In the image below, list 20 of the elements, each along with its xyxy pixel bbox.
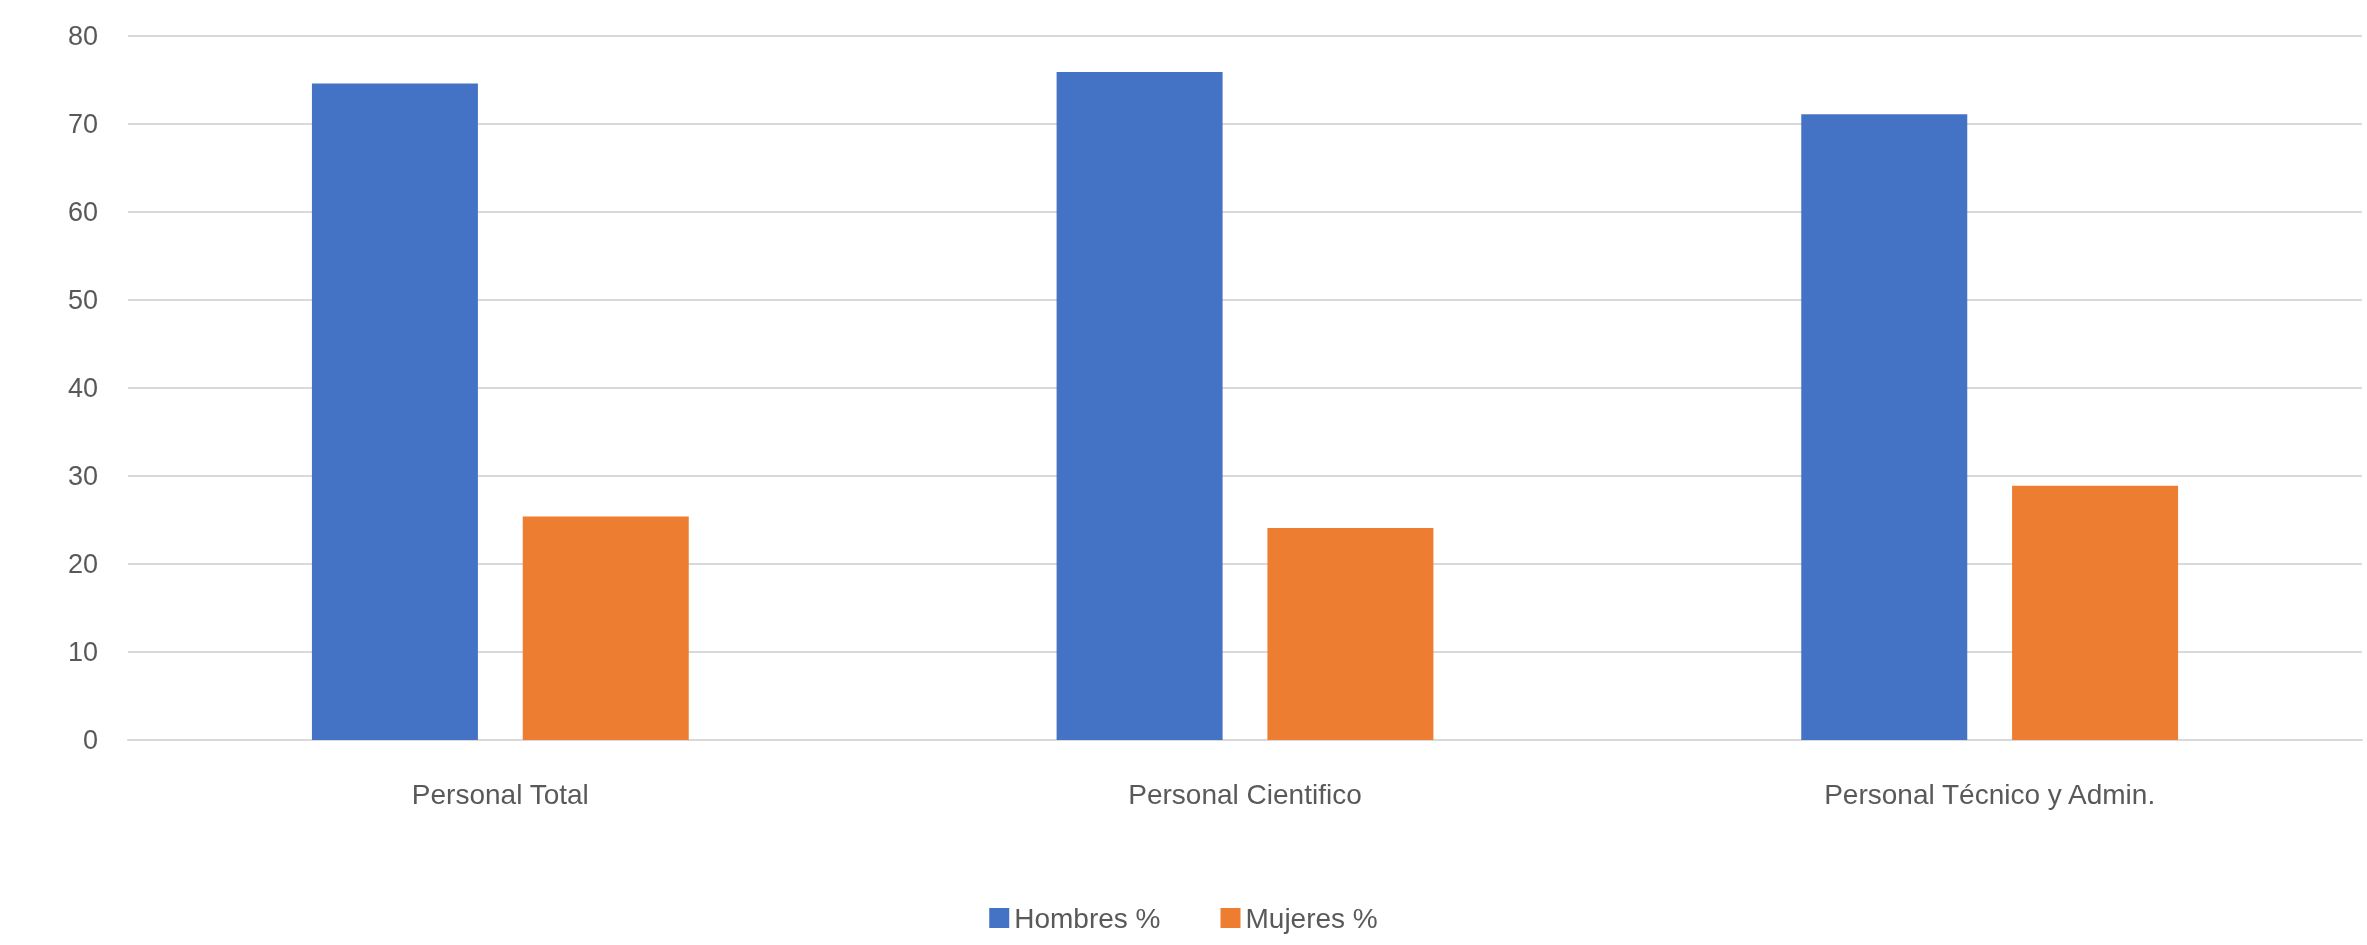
bar [311, 83, 478, 740]
y-tick-label: 80 [67, 21, 98, 51]
legend-label: Hombres % [1014, 902, 1161, 934]
x-tick-label: Personal Técnico y Admin. [1824, 778, 2156, 810]
y-tick-label: 70 [67, 109, 98, 139]
bar [522, 516, 689, 740]
y-tick-label: 30 [67, 461, 98, 491]
bar [1267, 527, 1434, 740]
y-tick-label: 10 [67, 637, 98, 667]
y-tick-label: 60 [67, 197, 98, 227]
x-tick-label: Personal Total [411, 778, 589, 810]
y-tick-label: 50 [67, 285, 98, 315]
y-tick-label: 40 [67, 373, 98, 403]
bar [1801, 114, 1968, 740]
legend-label: Mujeres % [1245, 902, 1378, 934]
bar [1056, 72, 1223, 740]
x-tick-label: Personal Cientifico [1128, 778, 1362, 810]
y-tick-label: 20 [67, 549, 98, 579]
bar [2012, 485, 2179, 740]
y-tick-label: 0 [82, 725, 98, 755]
